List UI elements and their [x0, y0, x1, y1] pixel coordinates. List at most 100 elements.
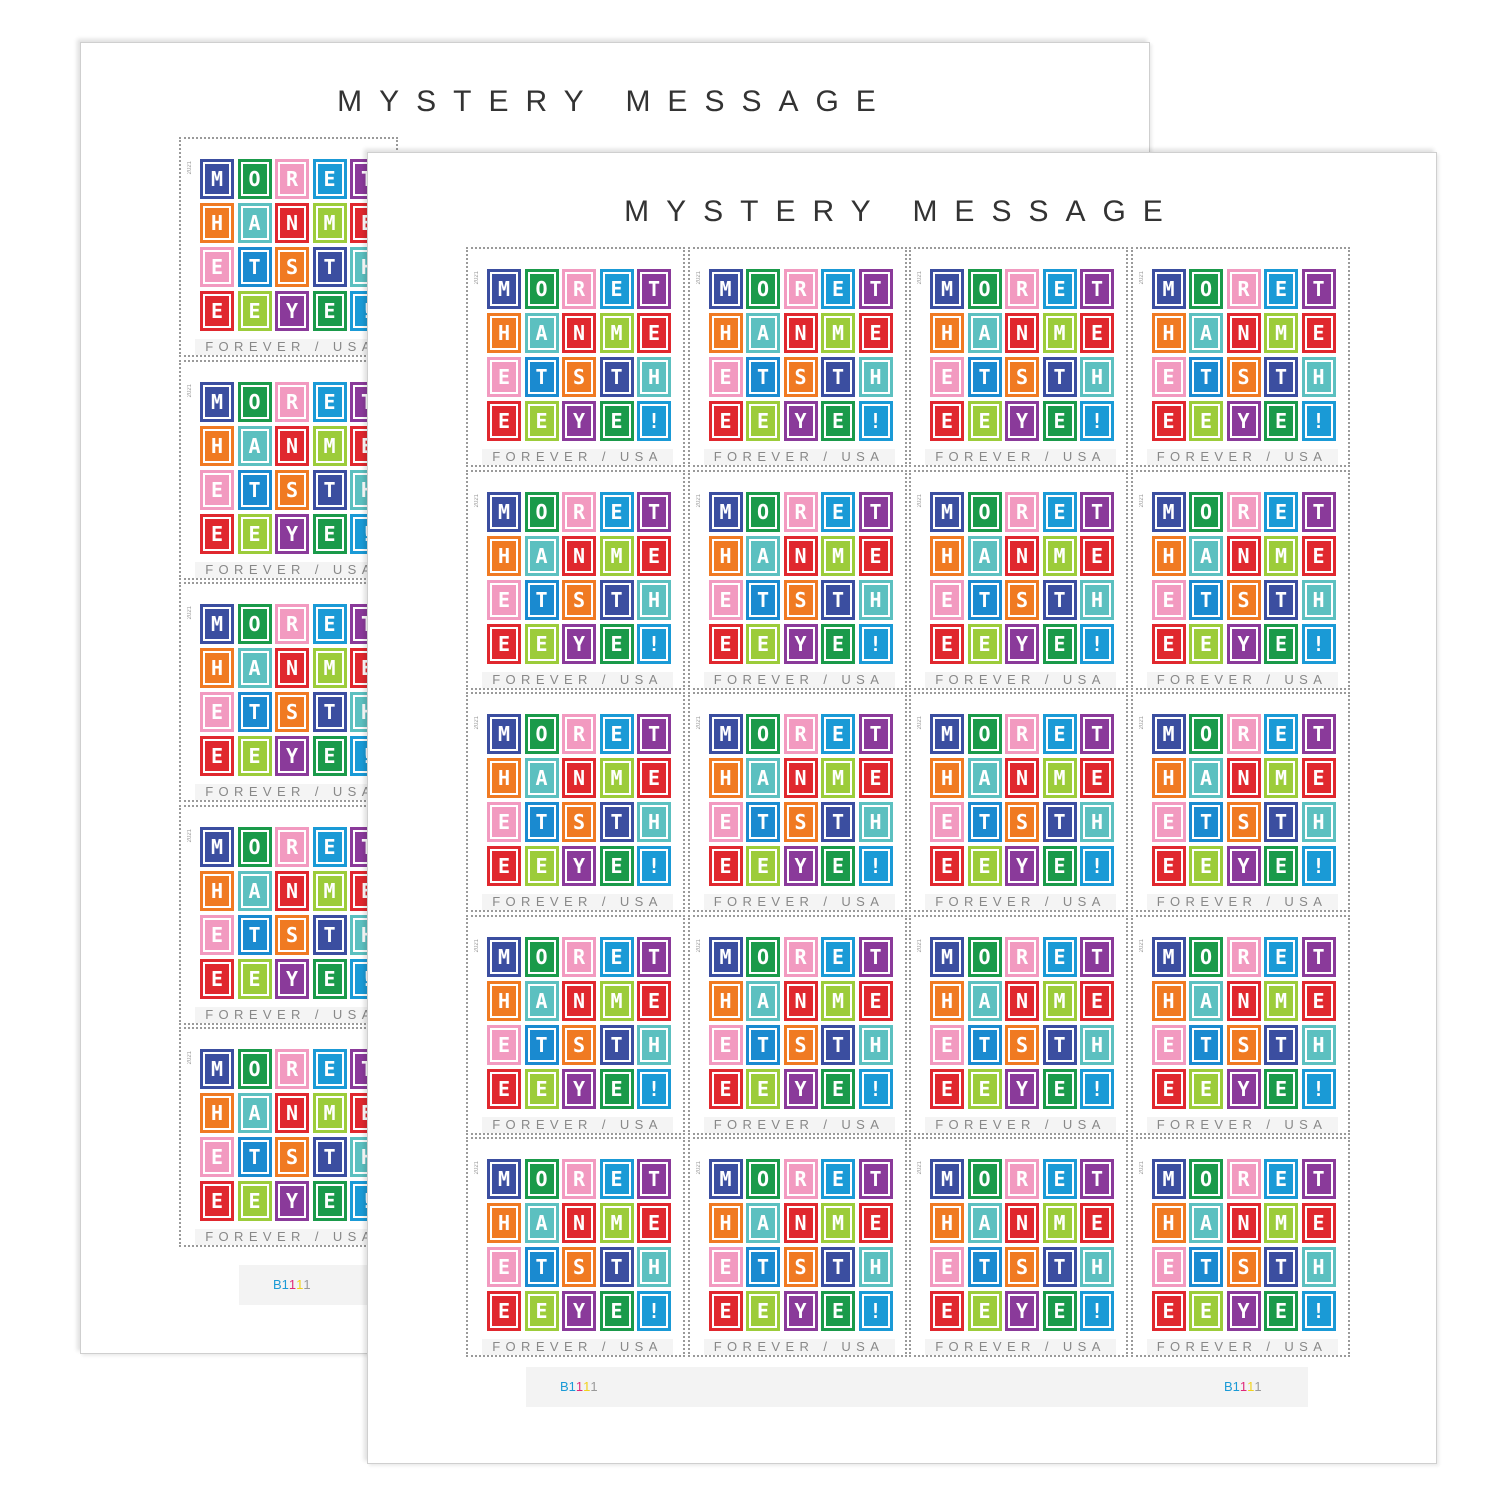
- letter-tile: E: [930, 401, 964, 441]
- maze-border: E: [1083, 761, 1111, 795]
- tile-letter: T: [323, 255, 336, 279]
- tile-letter: E: [719, 854, 732, 878]
- maze-border: E: [602, 404, 631, 438]
- tile-letter: E: [610, 944, 623, 969]
- tile-letter: !: [1090, 1076, 1104, 1101]
- maze-border: M: [824, 538, 852, 573]
- letter-tile: !: [1301, 846, 1336, 886]
- letter-tile: T: [1042, 357, 1077, 397]
- tile-letter: T: [869, 722, 882, 746]
- tile-letter: E: [831, 1167, 845, 1191]
- tile-letter: M: [1053, 543, 1066, 568]
- tile-letter: T: [1312, 277, 1325, 301]
- tile-letter: H: [940, 988, 954, 1013]
- tile-letter: E: [210, 1145, 224, 1169]
- maze-border: E: [315, 961, 344, 996]
- letter-tile: R: [783, 1159, 818, 1199]
- tile-letter: M: [940, 1167, 954, 1191]
- tile-letter: R: [794, 499, 807, 524]
- maze-border: R: [278, 607, 306, 641]
- maze-border: N: [278, 651, 306, 685]
- letter-tile: M: [930, 714, 964, 754]
- letter-tile: E: [1042, 269, 1077, 309]
- letter-tile: T: [746, 1024, 780, 1065]
- maze-border: N: [1229, 1206, 1258, 1240]
- letter-tile: E: [708, 1291, 743, 1331]
- tile-letter: M: [1162, 499, 1175, 524]
- letter-tile: O: [237, 159, 272, 199]
- maze-border: E: [1045, 404, 1074, 438]
- maze-border: E: [933, 1071, 961, 1106]
- tile-letter: R: [1237, 277, 1250, 301]
- letter-tile: N: [562, 758, 596, 798]
- plate-number: B1111: [1224, 1379, 1262, 1394]
- tile-letter: T: [323, 700, 336, 724]
- maze-border: T: [1083, 494, 1111, 529]
- tile-letter: T: [1312, 944, 1325, 969]
- letter-tile: M: [599, 313, 634, 353]
- maze-border: S: [1229, 360, 1258, 394]
- tile-letter: !: [869, 1299, 882, 1323]
- letter-tile: S: [275, 1137, 309, 1177]
- tile-letter: T: [647, 499, 661, 524]
- maze-border: T: [970, 1027, 999, 1062]
- letter-tile: R: [562, 1159, 596, 1199]
- tile-letter: M: [1162, 722, 1175, 746]
- maze-border: O: [240, 1052, 269, 1086]
- maze-border: R: [278, 829, 306, 864]
- tile-letter: Y: [1015, 409, 1029, 433]
- tile-letter: A: [978, 766, 991, 790]
- letter-tile: Y: [275, 958, 309, 999]
- stamp-year: 2021: [917, 716, 923, 730]
- letter-tile: E: [1080, 535, 1114, 576]
- tile-letter: H: [647, 810, 661, 834]
- tile-letter: T: [248, 922, 261, 947]
- maze-border: E: [315, 294, 344, 328]
- letter-tile: E: [312, 513, 347, 554]
- tile-letter: E: [1090, 988, 1104, 1013]
- letter-tile: T: [637, 1159, 671, 1199]
- tile-letter: R: [1237, 499, 1250, 524]
- letter-tile: S: [783, 1024, 818, 1065]
- maze-border: Y: [278, 294, 306, 328]
- stamp-year: 2021: [695, 938, 702, 952]
- letter-tile: Y: [1226, 401, 1261, 441]
- maze-border: E: [1154, 626, 1183, 661]
- letter-tile: Y: [1005, 1291, 1039, 1331]
- letter-tile: O: [1189, 491, 1223, 532]
- maze-border: !: [1304, 626, 1333, 661]
- tile-letter: N: [285, 1101, 299, 1125]
- letter-tile: A: [746, 980, 780, 1021]
- tile-letter: R: [285, 167, 299, 191]
- letter-tile: E: [637, 1203, 671, 1243]
- tile-letter: R: [572, 1167, 586, 1191]
- maze-border: O: [1192, 939, 1220, 974]
- maze-border: N: [565, 761, 593, 795]
- letter-tile: T: [1301, 1159, 1336, 1199]
- letter-tile: Y: [275, 1181, 309, 1221]
- letter-tile: T: [237, 692, 272, 732]
- maze-border: S: [786, 582, 815, 617]
- maze-border: O: [527, 1162, 556, 1196]
- maze-border: M: [315, 428, 344, 463]
- tile-letter: N: [794, 988, 807, 1013]
- letter-tile: E: [200, 958, 234, 999]
- letter-tile: N: [1226, 758, 1261, 798]
- maze-border: A: [527, 316, 556, 350]
- maze-border: S: [565, 805, 593, 839]
- maze-border: !: [640, 1071, 668, 1106]
- maze-border: Y: [1229, 1294, 1258, 1328]
- tile-letter: T: [831, 365, 845, 389]
- maze-border: !: [1304, 404, 1333, 438]
- letter-tile: T: [1189, 802, 1223, 842]
- tile-letter: T: [756, 365, 770, 389]
- tile-letter: !: [1090, 854, 1104, 878]
- tile-letter: E: [210, 299, 224, 323]
- letter-tile: H: [858, 802, 893, 842]
- letter-tile: T: [599, 1247, 634, 1287]
- tile-letter: E: [1199, 1299, 1213, 1323]
- maze-border: M: [602, 761, 631, 795]
- maze-border: Y: [1229, 1071, 1258, 1106]
